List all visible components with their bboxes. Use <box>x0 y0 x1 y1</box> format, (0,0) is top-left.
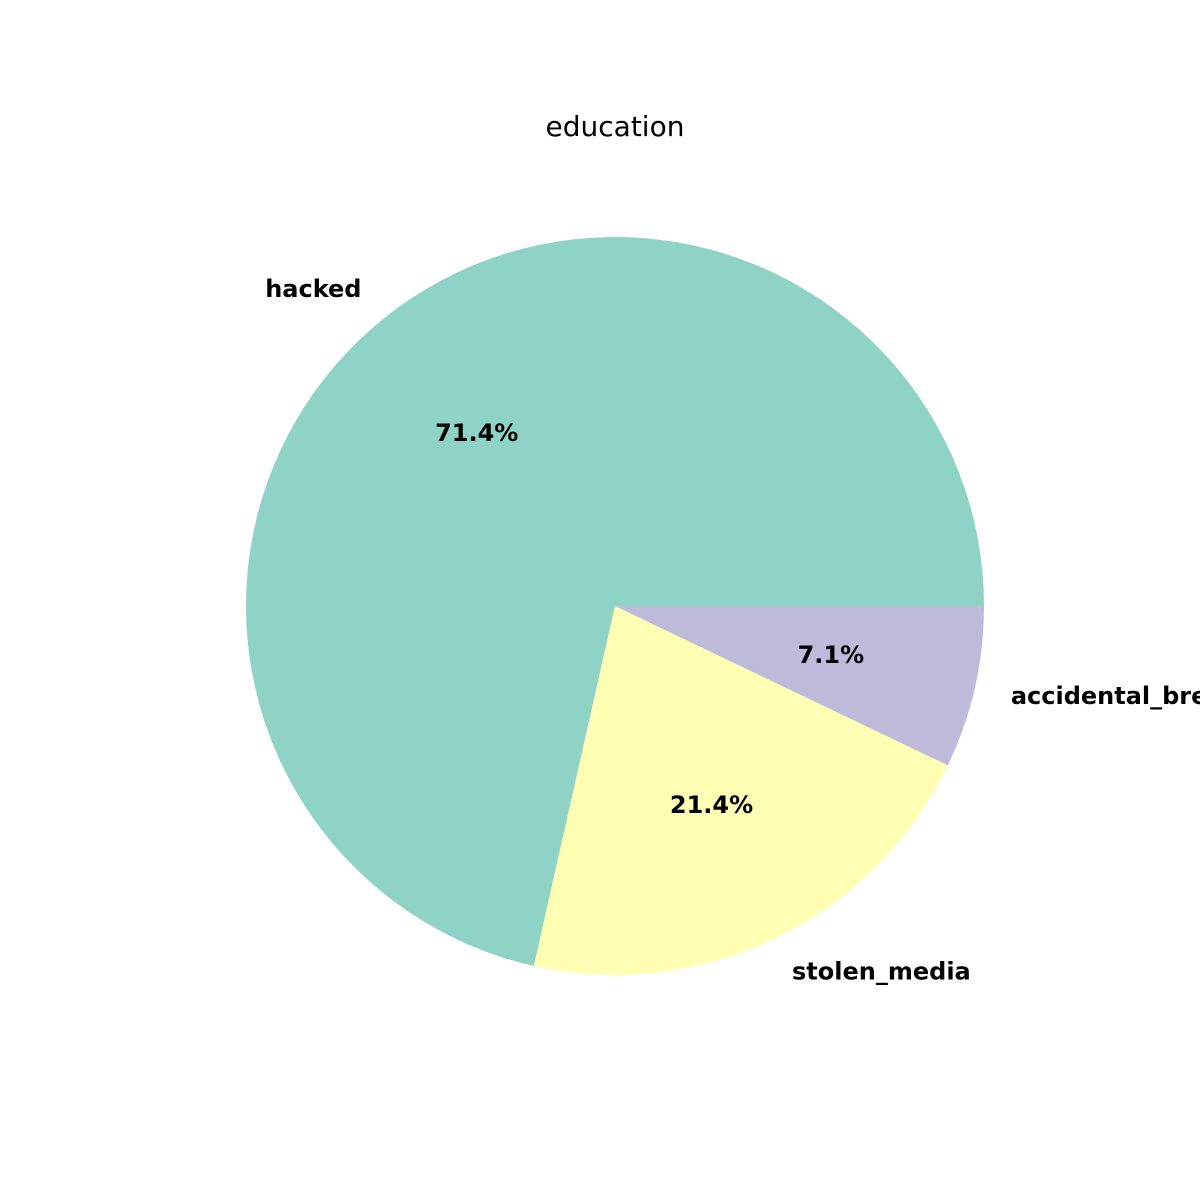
category-label-stolen_media: stolen_media <box>792 957 971 985</box>
chart-title: education <box>546 110 685 143</box>
pie-slices <box>246 237 985 976</box>
percent-label-stolen_media: 21.4% <box>670 791 753 819</box>
pie-slice-stolen_media <box>533 606 948 976</box>
category-label-accidental_breach: accidental_breach <box>1011 682 1200 710</box>
category-labels: hacked stolen_media accidental_breach <box>265 275 1200 985</box>
percent-label-hacked: 71.4% <box>435 419 518 447</box>
pie-slice-hacked <box>246 237 985 966</box>
pie-slice-accidental_breach <box>615 606 984 766</box>
percent-labels: 71.4% 21.4% 7.1% <box>435 419 864 819</box>
category-label-hacked: hacked <box>265 275 361 303</box>
percent-label-accidental_breach: 7.1% <box>798 641 865 669</box>
